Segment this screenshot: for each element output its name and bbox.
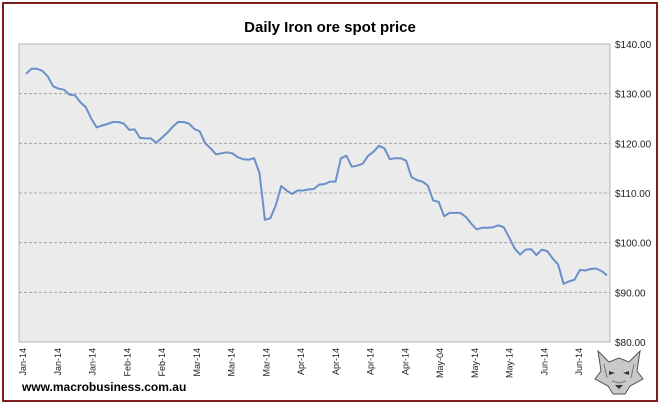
chart-title: Daily Iron ore spot price [244,19,416,36]
x-tick-label: Jun-14 [540,348,550,376]
x-tick-label: Apr-14 [400,348,410,375]
x-tick-label: Feb-14 [122,348,132,377]
series-line [25,67,608,285]
wolf-head-icon [594,349,644,395]
x-tick-label: Jun-14 [574,348,584,376]
x-tick-label: Jan-14 [88,348,98,376]
x-tick-label: Mar-14 [261,348,271,377]
y-tick-label: $80.00 [615,338,646,349]
y-tick-label: $130.00 [615,90,652,101]
x-tick-label: Apr-14 [366,348,376,375]
x-tick-label: Mar-14 [192,348,202,377]
y-tick-label: $110.00 [615,189,651,200]
y-tick-label: $120.00 [615,139,652,150]
y-tick-label: $90.00 [615,288,646,299]
x-tick-label: Mar-14 [227,348,237,377]
x-tick-label: Jan-14 [53,348,63,376]
x-tick-label: Apr-14 [296,348,306,375]
y-tick-label: $100.00 [615,239,652,250]
x-tick-label: Jan-14 [18,348,28,376]
x-tick-label: May-04 [435,348,445,378]
x-tick-label: May-14 [505,348,515,378]
x-tick-label: Feb-14 [157,348,167,377]
x-tick-label: May-14 [470,348,480,378]
watermark-text: www.macrobusiness.com.au [22,380,187,394]
y-tick-label: $140.00 [615,40,652,51]
x-tick-label: Apr-14 [331,348,341,375]
